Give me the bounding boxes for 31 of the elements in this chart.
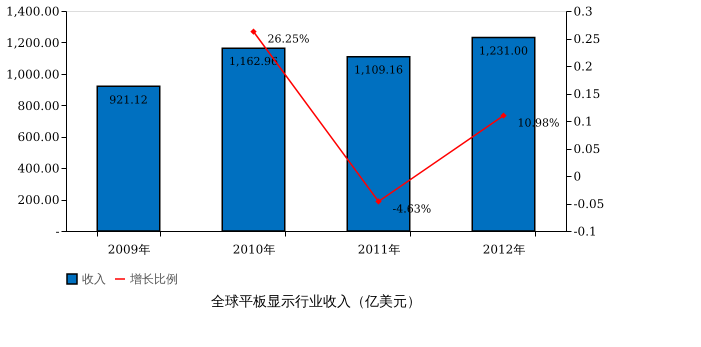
y-tick-label: 400.00 [18, 162, 60, 176]
x-tick-label: 2012年 [482, 242, 526, 256]
y2-tick-label: -0.05 [574, 197, 604, 211]
y-tick-label: 1,400.00 [6, 4, 60, 18]
y2-tick-label: 0 [574, 170, 582, 184]
legend-label: 收入 [82, 272, 106, 286]
y-tick-label: 1,000.00 [6, 67, 60, 82]
y-tick-label: 1,200.00 [6, 36, 60, 50]
y2-tick-label: 0.1 [574, 114, 593, 128]
y2-tick-label: 0.25 [574, 32, 600, 46]
y-tick-label: 200.00 [18, 193, 60, 208]
y2-tick-label: 0.2 [574, 60, 593, 74]
point [375, 198, 382, 205]
x-tick-label: 2011年 [358, 242, 400, 256]
point [500, 112, 507, 119]
data-label: 921.12 [109, 93, 148, 106]
legend-label: 增长比例 [129, 272, 178, 286]
y-tick-label: 800.00 [18, 98, 60, 113]
text: 全球平板显示行业收入（亿美元） [211, 294, 421, 310]
x-tick-label: 2009年 [108, 242, 150, 256]
y2-tick-label: 0.15 [574, 87, 600, 101]
data-label: 1,231.00 [479, 44, 528, 58]
y2-tick-label: 0.3 [574, 4, 593, 18]
y2-tick-label: -0.1 [574, 224, 597, 238]
data-label: 1,109.16 [354, 64, 403, 77]
point [250, 28, 257, 35]
y-tick-label: 600.00 [18, 130, 60, 144]
y2-tick-label: 0.05 [574, 142, 600, 156]
data-label: 26.25% [268, 32, 310, 46]
y-tick-label: - [55, 224, 60, 238]
x-tick-label: 2010年 [232, 242, 276, 256]
